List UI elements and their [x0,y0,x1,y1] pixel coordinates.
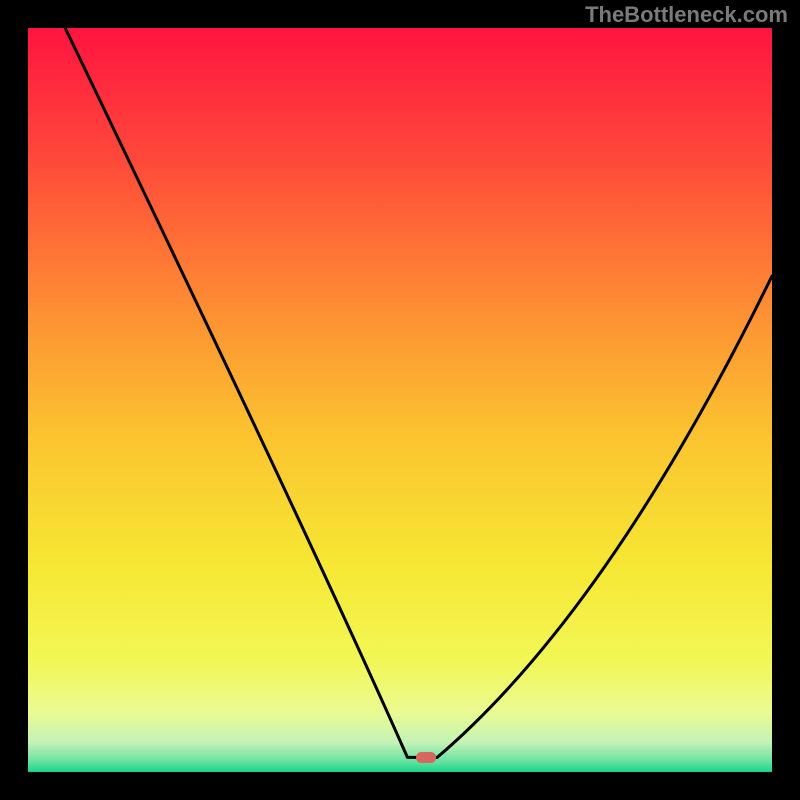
watermark-text: TheBottleneck.com [585,2,788,28]
chart-container: TheBottleneck.com [0,0,800,800]
bottleneck-curve [28,28,772,772]
plot-area [28,28,772,772]
optimal-marker [416,752,436,763]
